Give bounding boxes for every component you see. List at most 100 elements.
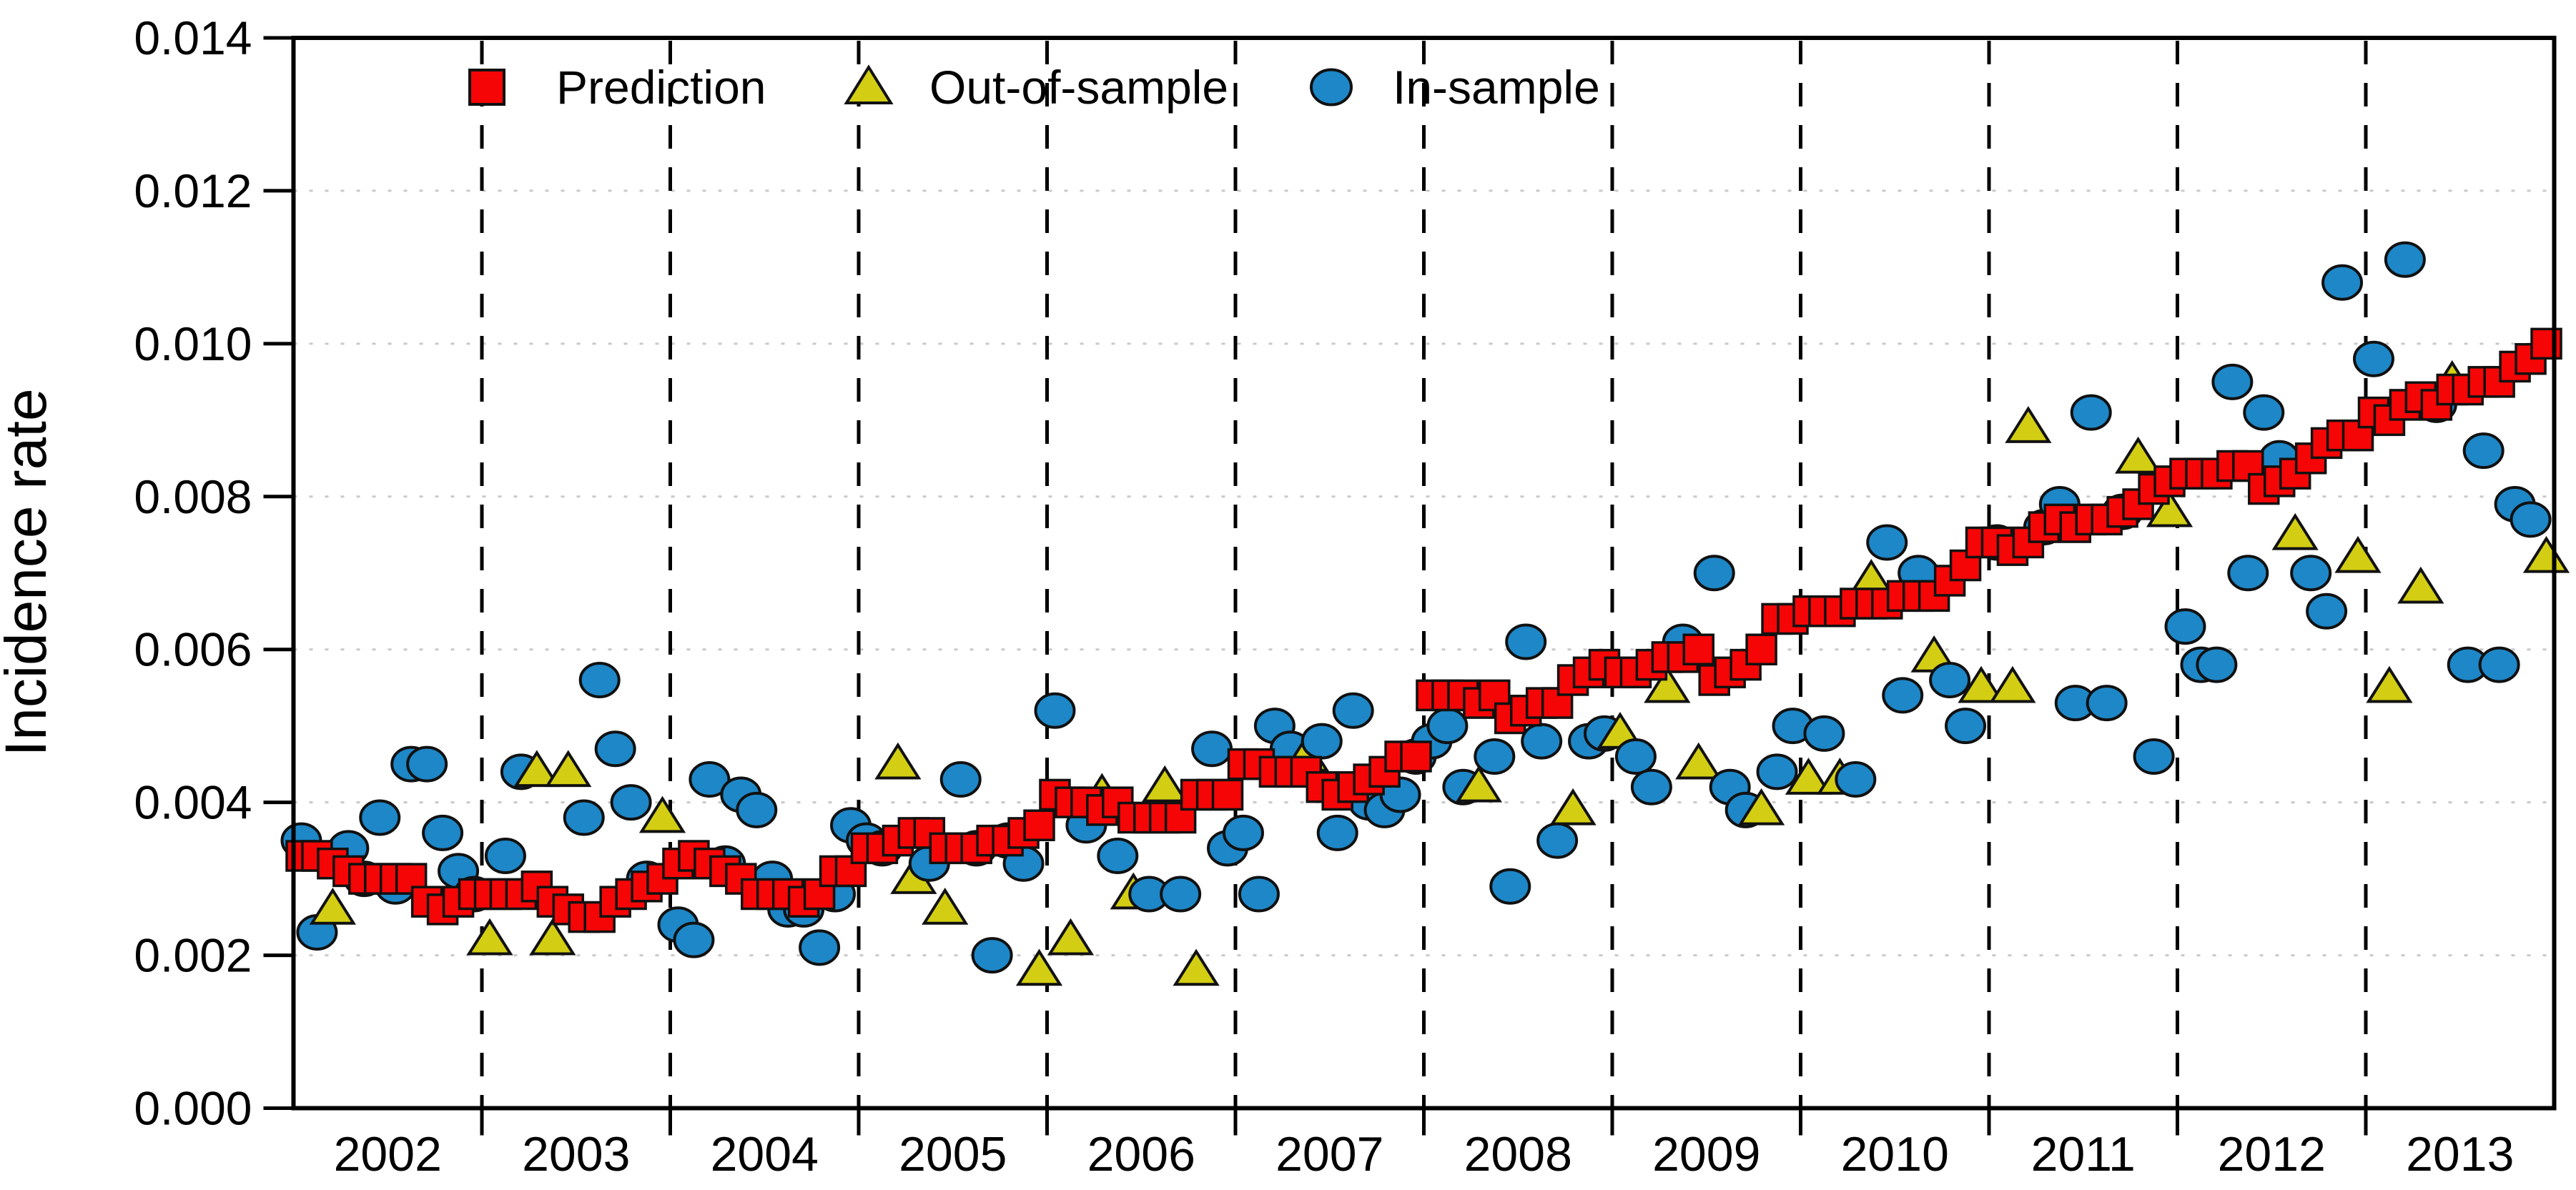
prediction-marker	[1400, 740, 1432, 773]
in-sample-marker	[1474, 738, 1516, 775]
in-sample-marker	[1505, 623, 1547, 660]
in-sample-marker	[1316, 814, 1358, 851]
in-sample-marker	[563, 799, 605, 836]
in-sample-marker	[578, 662, 621, 698]
in-sample-marker	[1630, 768, 1672, 805]
in-sample-marker	[1191, 730, 1233, 768]
axes-layer: 0.000 0.002 0.004 0.006 0.008 0.010 0.012 0.014…	[134, 11, 2557, 1181]
prediction-marker	[1211, 778, 1244, 811]
in-sample-marker	[2462, 432, 2505, 470]
in-sample-marker	[2211, 363, 2254, 400]
y-tick-label: 0.000	[134, 1082, 252, 1135]
legend-out-of-sample-triangle-icon	[844, 64, 894, 104]
out-of-sample-marker	[529, 918, 576, 956]
out-of-sample-marker	[2271, 512, 2319, 550]
in-sample-marker	[1803, 715, 1845, 752]
in-sample-marker	[736, 791, 778, 828]
in-sample-marker	[594, 730, 636, 768]
legend-label-out-of-sample: Out-of-sample	[929, 61, 1228, 114]
in-sample-marker	[1332, 692, 1374, 729]
out-of-sample-marker	[466, 918, 513, 956]
out-of-sample-marker	[309, 887, 357, 925]
y-tick-label: 0.008	[134, 470, 252, 523]
in-sample-marker	[1693, 555, 1735, 592]
in-sample-marker	[799, 929, 841, 966]
prediction-series-layer	[285, 327, 2562, 933]
in-sample-marker	[2196, 646, 2238, 683]
y-axis-title: Incidence rate	[0, 388, 59, 756]
x-tick-year-label: 2009	[1652, 1127, 1760, 1181]
legend-label-in-sample: In-sample	[1393, 61, 1600, 114]
in-sample-marker	[1160, 876, 1202, 913]
legend-in-sample-circle-icon	[1310, 68, 1353, 106]
x-tick-year-label: 2006	[1087, 1127, 1195, 1181]
x-tick-year-label: 2007	[1275, 1127, 1383, 1181]
in-sample-marker	[1756, 753, 1798, 790]
x-tick-year-label: 2011	[2031, 1127, 2136, 1181]
x-tick-year-label: 2003	[522, 1127, 630, 1181]
prediction-marker	[1745, 633, 1777, 665]
in-sample-marker	[422, 814, 464, 851]
in-sample-marker	[1614, 738, 1657, 775]
in-sample-marker	[2510, 501, 2552, 538]
in-sample-marker	[2164, 608, 2206, 645]
in-sample-marker	[2086, 685, 2128, 722]
in-sample-marker	[1489, 868, 1531, 905]
out-of-sample-marker	[1047, 918, 1095, 956]
prediction-marker	[2232, 450, 2264, 482]
in-sample-marker	[939, 761, 982, 798]
in-sample-marker	[1929, 662, 1971, 698]
y-tick-label: 0.012	[134, 164, 252, 217]
out-of-sample-marker	[2114, 436, 2162, 474]
in-sample-marker	[1945, 708, 1987, 745]
in-sample-marker	[1866, 524, 1908, 561]
y-tick-label: 0.014	[134, 11, 252, 64]
y-tick-label: 0.004	[134, 776, 252, 829]
x-tick-year-label: 2010	[1841, 1127, 1949, 1181]
out-of-sample-marker	[1958, 665, 2005, 703]
out-of-sample-marker	[1455, 765, 1502, 803]
in-sample-marker	[2133, 738, 2175, 775]
x-tick-year-label: 2004	[711, 1127, 819, 1181]
x-tick-year-label: 2013	[2406, 1127, 2514, 1181]
prediction-marker	[1682, 633, 1715, 665]
in-sample-marker	[1238, 876, 1280, 913]
out-of-sample-marker	[513, 750, 561, 788]
out-of-sample-marker	[2366, 665, 2413, 703]
in-sample-marker	[1222, 814, 1264, 851]
out-of-sample-marker	[1015, 948, 1063, 986]
x-tick-year-label: 2005	[899, 1127, 1007, 1181]
legend: Prediction Out-of-sample In-sample	[468, 61, 1600, 114]
prediction-marker	[1023, 809, 1055, 841]
out-of-sample-marker	[1549, 788, 1597, 825]
in-sample-marker	[2384, 241, 2426, 278]
out-of-sample-marker	[922, 887, 969, 925]
out-of-sample-marker	[1644, 665, 1691, 703]
in-sample-marker	[1882, 677, 1924, 714]
in-sample-marker	[610, 784, 652, 821]
y-tick-label: 0.010	[134, 317, 252, 370]
in-sample-marker	[2070, 394, 2112, 431]
out-of-sample-marker	[2522, 535, 2570, 573]
in-sample-marker	[2290, 555, 2332, 592]
in-sample-marker	[406, 745, 448, 783]
out-of-sample-marker	[2005, 406, 2052, 443]
x-tick-year-label: 2012	[2218, 1127, 2326, 1181]
out-of-sample-marker	[638, 795, 686, 833]
in-sample-marker	[359, 799, 401, 836]
in-sample-marker	[1426, 708, 1469, 745]
legend-prediction-square-icon	[468, 69, 505, 106]
y-tick-label: 0.006	[134, 623, 252, 676]
out-of-sample-marker	[874, 742, 922, 780]
x-tick-year-label: 2002	[334, 1127, 442, 1181]
out-of-sample-marker	[1173, 948, 1220, 986]
out-of-sample-marker	[2334, 535, 2382, 573]
prediction-marker	[2530, 327, 2562, 360]
out-of-sample-marker	[2397, 566, 2444, 604]
out-of-sample-marker	[545, 750, 592, 788]
out-of-sample-marker	[1737, 788, 1785, 825]
out-of-sample-marker	[1675, 742, 1722, 780]
legend-label-prediction: Prediction	[556, 61, 766, 114]
